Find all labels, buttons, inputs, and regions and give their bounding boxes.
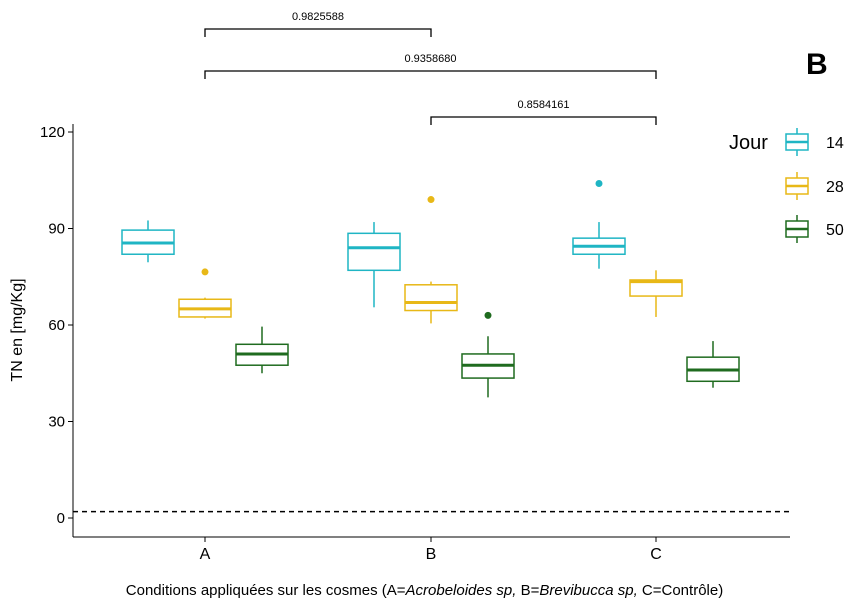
- legend-title: Jour: [729, 132, 768, 154]
- caption-b-species: Brevibucca sp,: [539, 582, 638, 599]
- comparison-pvalue: 0.9358680: [405, 53, 457, 65]
- y-tick-label: 30: [48, 414, 65, 431]
- legend-label: 28: [826, 179, 844, 196]
- box: [404, 284, 458, 312]
- y-tick-label: 60: [48, 317, 65, 334]
- caption-prefix: Conditions appliquées sur les cosmes (A=: [125, 582, 406, 599]
- comparison-bracket: [204, 28, 432, 37]
- box: [629, 279, 683, 297]
- y-tick-label: 0: [57, 510, 65, 527]
- outlier-point: [427, 196, 435, 204]
- comparison-bracket: [430, 116, 657, 125]
- legend-label: 50: [826, 222, 844, 239]
- x-axis-caption: Conditions appliquées sur les cosmes (A=…: [0, 582, 849, 599]
- y-tick-label: 90: [48, 221, 65, 238]
- outlier-point: [484, 311, 492, 319]
- caption-suffix: C=Contrôle): [637, 582, 724, 599]
- x-tick-label: C: [650, 546, 662, 563]
- y-axis-label: TN en [mg/Kg]: [9, 278, 26, 382]
- caption-mid: B=: [516, 582, 540, 599]
- legend-label: 14: [826, 135, 844, 152]
- box: [347, 232, 401, 272]
- caption-a-species: Acrobeloides sp,: [405, 582, 517, 599]
- panel-label: B: [806, 48, 828, 81]
- y-tick-label: 120: [40, 124, 65, 141]
- x-tick-label: B: [426, 546, 437, 563]
- outlier-point: [201, 268, 209, 276]
- comparison-pvalue: 0.9825588: [292, 11, 344, 23]
- comparison-bracket: [204, 70, 657, 79]
- outlier-point: [595, 179, 603, 187]
- comparison-pvalue: 0.8584161: [518, 99, 570, 111]
- x-tick-label: A: [200, 546, 211, 563]
